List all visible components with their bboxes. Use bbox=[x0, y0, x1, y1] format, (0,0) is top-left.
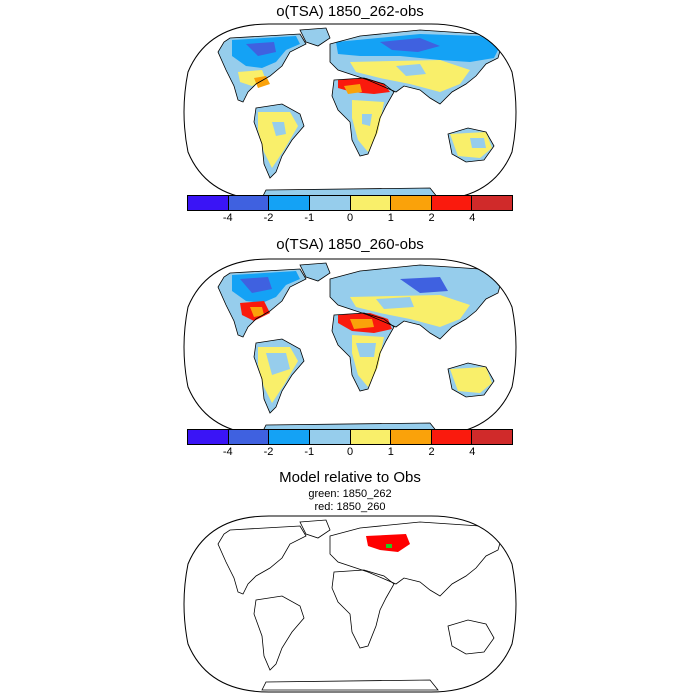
coastline-australia bbox=[447, 619, 495, 655]
data-region-1 bbox=[240, 277, 272, 293]
colorbar-tick-label: -2 bbox=[263, 212, 274, 224]
data-region-12 bbox=[352, 100, 384, 152]
colorbar-swatch-0 bbox=[188, 196, 229, 210]
data-region-14 bbox=[450, 367, 492, 393]
colorbar-1-ticks: -4 -2 -1 0 1 2 4 bbox=[187, 212, 513, 226]
coastline-namerica bbox=[217, 268, 307, 338]
data-region-13 bbox=[362, 114, 372, 126]
map-background bbox=[184, 516, 516, 692]
colorbar-tick-label: -2 bbox=[263, 446, 274, 458]
data-region-8 bbox=[350, 60, 470, 92]
colorbar-swatch-5 bbox=[391, 430, 432, 444]
coastline-greenland bbox=[299, 519, 331, 539]
data-region-13 bbox=[356, 343, 376, 357]
data-region-3 bbox=[254, 76, 270, 88]
panel2-title: o(TSA) 1850_260-obs bbox=[276, 236, 424, 253]
colorbar-2 bbox=[187, 429, 513, 445]
colorbar-2-ticks: -4 -2 -1 0 1 2 4 bbox=[187, 446, 513, 460]
colorbar-tick-label: 1 bbox=[387, 446, 394, 458]
panel1-title: o(TSA) 1850_262-obs bbox=[276, 3, 424, 20]
data-region-1 bbox=[386, 544, 392, 548]
data-region-11 bbox=[350, 319, 374, 329]
colorbar-swatch-2 bbox=[269, 430, 310, 444]
data-region-7 bbox=[400, 277, 448, 293]
data-region-0 bbox=[366, 534, 410, 552]
coastline-greenland bbox=[299, 262, 331, 282]
data-region-11 bbox=[344, 84, 362, 94]
colorbar-swatch-7 bbox=[472, 430, 512, 444]
coastline-samerica bbox=[253, 595, 305, 671]
coastline-australia bbox=[447, 362, 495, 398]
data-region-7 bbox=[380, 38, 440, 52]
colorbar-tick-label: -4 bbox=[222, 446, 233, 458]
colorbar-tick-label: 1 bbox=[387, 212, 394, 224]
colorbar-1 bbox=[187, 195, 513, 211]
land-fill-greenland bbox=[300, 263, 330, 281]
colorbar-tick-label: 4 bbox=[469, 446, 476, 458]
data-region-3 bbox=[250, 307, 264, 317]
land-fill-greenland bbox=[300, 28, 330, 46]
coastline-africa bbox=[331, 312, 395, 392]
colorbar-swatch-6 bbox=[431, 196, 473, 210]
colorbar-swatch-5 bbox=[391, 196, 432, 210]
colorbar-swatch-1 bbox=[228, 196, 270, 210]
coastline-namerica bbox=[217, 33, 307, 103]
colorbar-tick-label: -4 bbox=[222, 212, 233, 224]
data-region-1 bbox=[246, 42, 276, 56]
colorbar-swatch-7 bbox=[472, 196, 512, 210]
data-region-5 bbox=[272, 122, 286, 136]
colorbar-tick-label: 0 bbox=[346, 446, 354, 458]
data-region-5 bbox=[266, 353, 290, 375]
map-panel-3 bbox=[183, 515, 517, 693]
data-region-9 bbox=[376, 297, 414, 309]
coastline-namerica bbox=[217, 525, 307, 595]
legend-red-label: red: 1850_260 bbox=[314, 501, 386, 513]
coastline-antarctica bbox=[261, 679, 439, 691]
colorbar-tick-label: 2 bbox=[428, 212, 435, 224]
legend-green-label: green: 1850_262 bbox=[308, 488, 392, 500]
coastline-australia bbox=[447, 127, 495, 163]
data-region-9 bbox=[396, 64, 426, 76]
data-region-15 bbox=[470, 138, 486, 148]
coastline-africa bbox=[331, 569, 395, 649]
colorbar-tick-label: 4 bbox=[469, 212, 476, 224]
colorbar-swatch-0 bbox=[188, 430, 229, 444]
coastline-greenland bbox=[299, 27, 331, 47]
colorbar-swatch-1 bbox=[228, 430, 270, 444]
data-region-4 bbox=[258, 112, 298, 168]
colorbar-swatch-4 bbox=[350, 196, 392, 210]
coastline-samerica bbox=[253, 103, 305, 179]
colorbar-tick-label: -1 bbox=[304, 212, 315, 224]
colorbar-swatch-4 bbox=[350, 430, 392, 444]
map-border bbox=[183, 515, 517, 693]
map-panel-2 bbox=[183, 258, 517, 436]
map-panel-1 bbox=[183, 23, 517, 201]
colorbar-swatch-3 bbox=[309, 196, 351, 210]
colorbar-tick-label: 0 bbox=[346, 212, 354, 224]
colorbar-tick-label: -1 bbox=[304, 446, 315, 458]
panel3-title: Model relative to Obs bbox=[279, 469, 421, 486]
colorbar-tick-label: 2 bbox=[428, 446, 435, 458]
coastline-africa bbox=[331, 77, 395, 157]
colorbar-swatch-3 bbox=[309, 430, 351, 444]
colorbar-swatch-6 bbox=[431, 430, 473, 444]
colorbar-swatch-2 bbox=[269, 196, 310, 210]
coastline-samerica bbox=[253, 338, 305, 414]
